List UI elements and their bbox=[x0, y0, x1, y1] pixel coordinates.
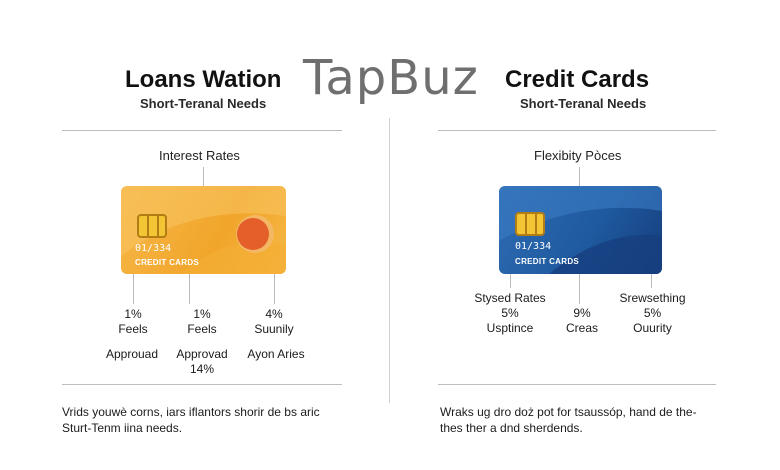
left-section-heading: Interest Rates bbox=[159, 148, 240, 163]
stat-label: Usptince bbox=[486, 321, 534, 335]
left-label-c: Ayon Aries bbox=[247, 347, 305, 361]
stat-title: Srewsething bbox=[619, 291, 686, 305]
footer-line: Wraks ug dro doż pot for tsaussóp, hand … bbox=[440, 405, 697, 419]
right-stat-3: Srewsething 5% Ouurity bbox=[605, 291, 700, 336]
stat-label: Ouurity bbox=[633, 321, 672, 335]
stat-label: Creas bbox=[565, 321, 598, 335]
left-label-b: Approvad 14% bbox=[166, 347, 238, 377]
left-footer: Vrids youwè corns, iars iflantors shorir… bbox=[62, 404, 362, 436]
left-connector-2 bbox=[189, 274, 190, 304]
footer-line: thes ther a dnd sherdends. bbox=[440, 421, 583, 435]
stat-label: Suunily bbox=[254, 322, 294, 336]
card-wave-pattern bbox=[499, 186, 662, 274]
footer-line: Sturt-Tenm iina needs. bbox=[62, 421, 183, 435]
footer-line: Vrids youwè corns, iars iflantors shorir… bbox=[62, 405, 320, 419]
stat-value: 9% bbox=[573, 306, 591, 320]
right-credit-card: 01/334 CREDIT CARDS bbox=[499, 186, 662, 274]
chip-icon bbox=[137, 214, 167, 238]
right-subtitle: Short-Teranal Needs bbox=[520, 96, 647, 111]
left-connector-3 bbox=[274, 274, 275, 304]
left-connector-1 bbox=[133, 274, 134, 304]
left-stat-3: 4% Suunily bbox=[244, 307, 304, 337]
left-credit-card: 01/334 CREDIT CARDS bbox=[121, 186, 286, 274]
stat-value: 5% bbox=[643, 306, 662, 320]
right-title: Credit Cards bbox=[505, 66, 650, 93]
right-footer: Wraks ug dro doż pot for tsaussóp, hand … bbox=[440, 404, 740, 436]
right-stat-1: Stysed Rates 5% Usptince bbox=[465, 291, 555, 336]
left-connector-top bbox=[203, 167, 204, 186]
card-label: CREDIT CARDS bbox=[135, 258, 200, 267]
chip-icon bbox=[515, 212, 545, 236]
card-number: 01/334 bbox=[135, 243, 172, 254]
left-title: Loans Wation bbox=[125, 66, 282, 93]
right-connector-3 bbox=[651, 274, 652, 288]
card-number: 01/334 bbox=[515, 241, 552, 252]
label-percent: 14% bbox=[189, 362, 215, 376]
right-stat-2: 9% Creas bbox=[552, 306, 612, 336]
center-divider bbox=[389, 118, 390, 403]
left-bottom-divider bbox=[62, 384, 342, 385]
stat-value: 4% bbox=[265, 307, 283, 321]
watermark: TapBuz bbox=[303, 50, 479, 106]
right-top-divider bbox=[438, 130, 716, 131]
stat-label: Feels bbox=[118, 322, 148, 336]
card-wave-pattern bbox=[121, 186, 286, 274]
stat-label: Feels bbox=[187, 322, 217, 336]
stat-value: 5% bbox=[501, 306, 519, 320]
right-connector-2 bbox=[579, 274, 580, 304]
left-stat-1: 1% Feels bbox=[103, 307, 163, 337]
stat-value: 1% bbox=[193, 307, 211, 321]
left-subtitle: Short-Teranal Needs bbox=[140, 96, 267, 111]
left-label-a: Approuad bbox=[105, 347, 159, 361]
left-stat-2: 1% Feels bbox=[172, 307, 232, 337]
label-text: Approvad bbox=[176, 347, 228, 361]
right-section-heading: Flexibity Pòces bbox=[534, 148, 622, 163]
right-connector-1 bbox=[510, 274, 511, 288]
left-top-divider bbox=[62, 130, 342, 131]
stat-title: Stysed Rates bbox=[474, 291, 546, 305]
stat-value: 1% bbox=[124, 307, 142, 321]
card-label: CREDIT CARDS bbox=[515, 257, 580, 266]
right-bottom-divider bbox=[438, 384, 716, 385]
right-connector-top bbox=[579, 167, 580, 186]
